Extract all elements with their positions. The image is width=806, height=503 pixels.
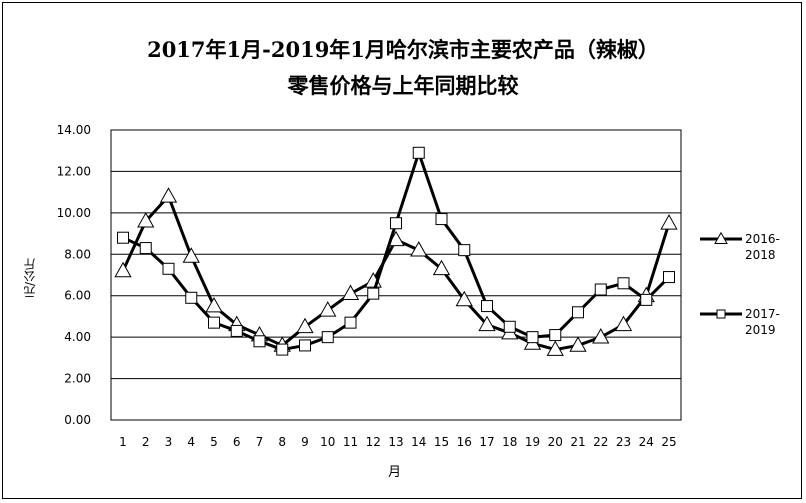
y-tick-label: 14.00 xyxy=(57,123,91,137)
data-point xyxy=(139,242,152,255)
series-line-2 xyxy=(122,151,671,352)
x-tick-label: 18 xyxy=(502,435,517,449)
data-point xyxy=(162,262,175,275)
legend-marker-2 xyxy=(716,309,726,319)
legend-label: 2018 xyxy=(745,248,776,262)
data-point xyxy=(114,261,132,278)
y-tick-label: 10.00 xyxy=(57,206,91,220)
x-tick-label: 2 xyxy=(142,435,150,449)
data-point xyxy=(299,339,311,352)
data-point xyxy=(549,329,562,342)
x-tick-label: 22 xyxy=(593,435,608,449)
plot-area xyxy=(110,129,682,421)
data-point xyxy=(182,247,200,263)
data-point xyxy=(572,306,584,319)
x-tick-label: 9 xyxy=(301,435,309,449)
data-point xyxy=(185,291,198,304)
data-point xyxy=(435,213,448,226)
data-point xyxy=(432,259,451,276)
x-tick-label: 3 xyxy=(165,435,173,449)
data-point xyxy=(208,316,220,329)
x-tick-label: 17 xyxy=(479,435,494,449)
data-point xyxy=(614,315,633,332)
x-axis-label: 月 xyxy=(388,465,402,480)
data-point xyxy=(569,336,587,352)
y-tick-label: 0.00 xyxy=(64,413,91,427)
x-tick-label: 11 xyxy=(343,435,358,449)
data-point xyxy=(367,287,380,300)
data-point xyxy=(660,214,678,230)
data-point xyxy=(319,301,337,317)
x-tick-label: 10 xyxy=(320,435,335,449)
data-point xyxy=(592,328,610,344)
x-tick-label: 21 xyxy=(570,435,585,449)
x-tick-label: 12 xyxy=(366,435,381,449)
data-point xyxy=(594,283,607,296)
x-tick-label: 23 xyxy=(616,435,631,449)
x-tick-label: 5 xyxy=(210,435,218,449)
data-point xyxy=(663,271,675,284)
data-point xyxy=(344,316,357,329)
data-point xyxy=(276,343,289,356)
x-tick-label: 16 xyxy=(457,435,472,449)
data-point xyxy=(137,212,155,228)
data-point xyxy=(412,146,425,159)
x-tick-label: 25 xyxy=(661,435,676,449)
x-tick-label: 24 xyxy=(639,435,654,449)
data-point xyxy=(296,317,314,334)
data-point xyxy=(481,300,493,313)
legend-marker-1 xyxy=(714,231,728,244)
y-tick-label: 4.00 xyxy=(64,330,91,344)
x-tick-label: 14 xyxy=(411,435,426,449)
legend-label: 2016- xyxy=(745,232,780,246)
chart-subtitle: 零售价格与上年同期比较 xyxy=(287,73,519,98)
y-tick-label: 2.00 xyxy=(64,372,91,386)
data-point xyxy=(478,315,496,332)
data-point xyxy=(159,187,178,203)
y-tick-label: 8.00 xyxy=(64,247,91,261)
x-tick-label: 19 xyxy=(525,435,540,449)
data-point xyxy=(253,335,266,348)
data-point xyxy=(503,320,516,333)
x-tick-label: 7 xyxy=(256,435,264,449)
data-point xyxy=(526,331,539,344)
data-point xyxy=(205,296,223,313)
x-tick-label: 6 xyxy=(233,435,241,449)
legend-label: 2019 xyxy=(745,323,776,337)
y-tick-label: 6.00 xyxy=(64,289,91,303)
data-point xyxy=(341,284,360,300)
x-tick-label: 1 xyxy=(119,435,127,449)
x-tick-label: 20 xyxy=(548,435,563,449)
x-tick-label: 15 xyxy=(434,435,449,449)
chart-title: 2017年1月-2019年1月哈尔滨市主要农产品（辣椒） xyxy=(147,37,659,62)
x-tick-label: 8 xyxy=(278,435,286,449)
x-tick-label: 4 xyxy=(187,435,195,449)
data-point xyxy=(321,331,334,344)
data-point xyxy=(410,241,428,257)
data-point xyxy=(546,340,564,356)
data-point xyxy=(617,277,630,290)
y-tick-label: 12.00 xyxy=(57,164,91,178)
data-point xyxy=(455,290,473,307)
x-tick-label: 13 xyxy=(388,435,403,449)
data-point xyxy=(117,231,129,244)
data-point xyxy=(390,217,402,230)
data-point xyxy=(230,324,243,337)
data-point xyxy=(458,244,471,257)
legend-label: 2017- xyxy=(745,307,780,321)
data-point xyxy=(640,293,653,306)
